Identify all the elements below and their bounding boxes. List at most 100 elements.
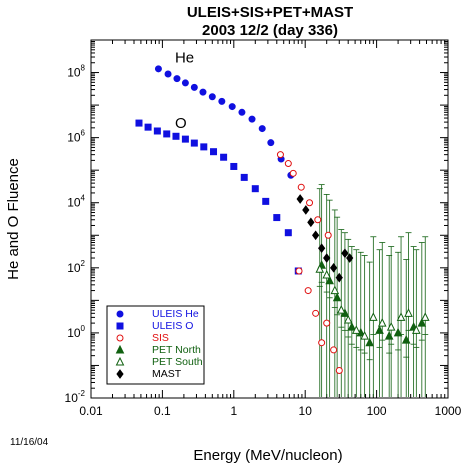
pet-north-point: [401, 335, 411, 344]
x-tick-label: 0.01: [79, 404, 103, 418]
pet-north-point: [393, 327, 403, 337]
pet-north-point: [365, 337, 374, 347]
uleis-o-point: [135, 119, 143, 127]
uleis-o-point: [230, 162, 238, 170]
chart-title: ULEIS+SIS+PET+MAST: [187, 4, 353, 21]
sis-point: [324, 231, 332, 239]
pet-south-point: [386, 322, 396, 331]
pet-south-point: [330, 285, 340, 295]
legend-mast-label: MAST: [152, 368, 182, 380]
plot-frame: [90, 39, 449, 399]
uleis-o-point: [273, 214, 281, 222]
legend-sis-marker: [116, 334, 124, 342]
date-stamp: 11/16/04: [10, 437, 49, 448]
sis-point: [284, 160, 292, 168]
sis-point: [306, 199, 314, 207]
uleis-he-point: [228, 103, 236, 111]
pet-south-point: [315, 264, 325, 273]
uleis-o-point: [190, 139, 198, 147]
pet-south-point: [412, 325, 421, 334]
sis-point: [312, 309, 320, 317]
pet-south-point: [369, 312, 378, 321]
uleis-he-point: [218, 97, 226, 105]
uleis-he-point: [173, 75, 181, 83]
sis-point: [335, 366, 343, 374]
pet-south-point: [404, 308, 413, 317]
legend-uleis-he-label: ULEIS He: [152, 308, 199, 320]
mast-point: [307, 217, 315, 228]
uleis-he-point: [208, 93, 216, 101]
pet-south-point: [420, 312, 430, 321]
x-tick-label: 1: [230, 404, 237, 418]
mast-point: [341, 248, 349, 259]
sis-point: [295, 267, 303, 275]
pet-south-point: [352, 325, 361, 334]
sis-point: [304, 287, 312, 295]
pet-south-point: [396, 312, 406, 321]
pet-south-point: [322, 269, 332, 279]
sis-point: [314, 216, 322, 224]
y-tick-label: 102: [67, 259, 85, 275]
legend-uleis-o-marker: [116, 322, 124, 330]
pet-north-point: [375, 325, 384, 334]
x-tick-label: 1000: [435, 404, 462, 418]
x-tick-label: 0.1: [154, 404, 171, 418]
data-marks: [135, 65, 430, 397]
legend-box: [106, 305, 205, 385]
legend-sis-label: SIS: [152, 332, 169, 344]
mast-point: [335, 272, 343, 283]
pet-south-point: [377, 317, 387, 327]
y-tick-label: 10-2: [65, 389, 86, 405]
uleis-o-point: [284, 229, 292, 237]
sis-point: [318, 339, 326, 347]
mast-point: [302, 205, 310, 215]
x-axis: 0.01 0.1 1 10 100 1000: [79, 40, 462, 418]
series-annotation: He: [175, 50, 194, 67]
x-tick-label: 100: [367, 404, 387, 418]
legend-pet-north-marker: [115, 344, 125, 354]
legend-pet-south-label: PET South: [152, 356, 203, 368]
x-axis-label: Energy (MeV/nucleon): [193, 447, 342, 464]
uleis-o-point: [220, 153, 228, 161]
pet-north-point: [347, 322, 357, 331]
uleis-o-point: [240, 173, 248, 181]
sis-point: [323, 319, 331, 327]
uleis-he-point: [248, 115, 256, 123]
legend-uleis-he-marker: [116, 310, 124, 318]
sis-point: [297, 183, 305, 191]
legend-uleis-o-label: ULEIS O: [152, 320, 193, 332]
pet-north-point: [325, 275, 334, 285]
y-tick-label: 100: [67, 324, 85, 340]
legend-pet-north-label: PET North: [152, 344, 201, 356]
uleis-o-point: [181, 135, 189, 143]
y-axis: 10-2 100 102 104 106 108: [65, 39, 448, 405]
uleis-he-point: [164, 70, 172, 78]
uleis-he-point: [199, 88, 207, 96]
mast-point: [346, 253, 354, 263]
pet-south-point: [343, 314, 353, 324]
uleis-o-point: [153, 127, 161, 135]
sis-point: [289, 169, 297, 177]
uleis-o-point: [262, 197, 270, 205]
uleis-he-point: [267, 139, 275, 147]
legend-pet-south-marker: [115, 356, 125, 366]
uleis-o-point: [200, 143, 208, 151]
series-annotation: O: [175, 115, 187, 132]
uleis-he-point: [190, 83, 198, 91]
mast-point: [312, 230, 320, 241]
uleis-he-point: [181, 79, 189, 87]
mast-point: [318, 243, 326, 254]
pet-north-point: [384, 330, 394, 340]
sis-point: [330, 346, 338, 354]
y-tick-label: 104: [67, 194, 85, 210]
y-axis-label: He and O Fluence: [5, 158, 22, 280]
y-tick-label: 108: [67, 64, 85, 80]
pet-north-point: [417, 317, 427, 327]
mast-point: [323, 253, 331, 263]
uleis-o-point: [172, 132, 180, 140]
uleis-o-point: [210, 148, 218, 156]
uleis-he-point: [258, 125, 266, 133]
pet-south-point: [336, 305, 346, 314]
